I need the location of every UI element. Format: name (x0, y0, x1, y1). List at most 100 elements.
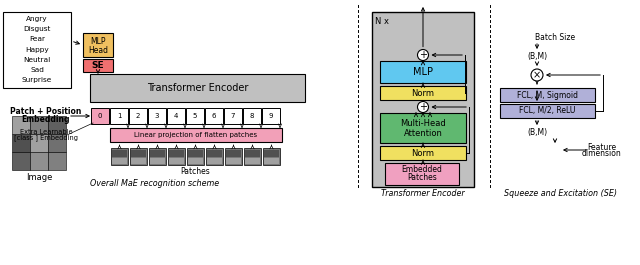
Text: 9: 9 (269, 113, 273, 119)
Bar (187, 148, 204, 165)
Bar (110, 128, 282, 142)
Bar (500, 88, 595, 102)
Text: +: + (419, 50, 427, 60)
Bar (150, 150, 165, 157)
Text: Patches: Patches (180, 167, 210, 176)
Text: Feature: Feature (588, 143, 616, 152)
Text: 3: 3 (155, 113, 159, 119)
Bar (207, 150, 222, 157)
Bar (112, 158, 127, 164)
Bar (226, 158, 241, 164)
Bar (245, 158, 260, 164)
Text: Norm: Norm (412, 148, 435, 157)
Text: Image: Image (26, 173, 52, 182)
Text: Angry: Angry (26, 16, 48, 22)
Text: Norm: Norm (412, 89, 435, 98)
Bar (262, 108, 280, 124)
Text: +: + (419, 102, 427, 112)
Text: ×: × (533, 70, 541, 80)
Bar (83, 59, 113, 72)
Text: [class ] Embedding: [class ] Embedding (14, 135, 78, 141)
Circle shape (417, 50, 429, 60)
Bar (206, 148, 223, 165)
Bar (131, 158, 146, 164)
Text: Squeeze and Excitation (SE): Squeeze and Excitation (SE) (504, 188, 616, 197)
Text: (B,M): (B,M) (527, 129, 547, 138)
Text: 4: 4 (174, 113, 178, 119)
Text: FCL, M, Sigmoid: FCL, M, Sigmoid (517, 91, 578, 99)
Text: dimension: dimension (582, 148, 622, 157)
Text: 2: 2 (136, 113, 140, 119)
Text: Surprise: Surprise (22, 77, 52, 83)
Bar (188, 158, 203, 164)
Text: MLP: MLP (90, 37, 106, 46)
Bar (167, 108, 185, 124)
Text: Attention: Attention (404, 129, 442, 138)
Text: Extra Learnable: Extra Learnable (20, 129, 72, 135)
Bar (225, 148, 242, 165)
Bar (500, 104, 595, 118)
Bar (12, 134, 30, 152)
Text: 7: 7 (231, 113, 236, 119)
Text: Transformer Encoder: Transformer Encoder (381, 188, 465, 197)
Bar (226, 150, 241, 157)
Text: 6: 6 (212, 113, 216, 119)
Bar (224, 108, 242, 124)
Bar (48, 134, 66, 152)
Text: (B,M): (B,M) (527, 52, 547, 61)
Bar (264, 158, 279, 164)
Bar (380, 113, 466, 143)
Bar (168, 148, 185, 165)
Bar (380, 61, 466, 83)
Bar (129, 108, 147, 124)
Bar (12, 152, 30, 170)
Text: FCL, M/2, ReLU: FCL, M/2, ReLU (519, 107, 576, 116)
Bar (372, 12, 474, 187)
Bar (30, 134, 48, 152)
Text: Multi-Head: Multi-Head (400, 118, 446, 127)
Text: Sad: Sad (30, 67, 44, 73)
Bar (130, 148, 147, 165)
Bar (3, 12, 71, 88)
Text: Transformer Encoder: Transformer Encoder (147, 83, 248, 93)
Bar (111, 148, 128, 165)
Bar (110, 108, 128, 124)
Text: Embedding: Embedding (22, 114, 70, 123)
Text: Head: Head (88, 46, 108, 55)
Bar (380, 146, 466, 160)
Text: 1: 1 (116, 113, 121, 119)
Bar (48, 152, 66, 170)
Bar (112, 150, 127, 157)
Text: 5: 5 (193, 113, 197, 119)
Bar (148, 108, 166, 124)
Bar (264, 150, 279, 157)
Text: Happy: Happy (25, 47, 49, 52)
Bar (186, 108, 204, 124)
Bar (169, 158, 184, 164)
Bar (169, 150, 184, 157)
Text: Disgust: Disgust (23, 26, 51, 32)
Text: N x: N x (375, 16, 389, 25)
Bar (243, 108, 261, 124)
Bar (245, 150, 260, 157)
Circle shape (531, 69, 543, 81)
Bar (83, 33, 113, 57)
Bar (48, 116, 66, 134)
Bar (30, 152, 48, 170)
Bar (205, 108, 223, 124)
Bar (207, 158, 222, 164)
Text: Linear projection of flatten patches: Linear projection of flatten patches (134, 132, 257, 138)
Text: Patches: Patches (407, 174, 437, 183)
Circle shape (417, 101, 429, 113)
Bar (91, 108, 109, 124)
Text: Batch Size: Batch Size (535, 33, 575, 42)
Bar (12, 116, 30, 134)
Bar (263, 148, 280, 165)
Text: Fear: Fear (29, 36, 45, 42)
Text: MLP: MLP (413, 67, 433, 77)
Bar (131, 150, 146, 157)
Text: Overall MaE recognition scheme: Overall MaE recognition scheme (90, 179, 220, 188)
Bar (244, 148, 261, 165)
Bar (149, 148, 166, 165)
Bar (150, 158, 165, 164)
